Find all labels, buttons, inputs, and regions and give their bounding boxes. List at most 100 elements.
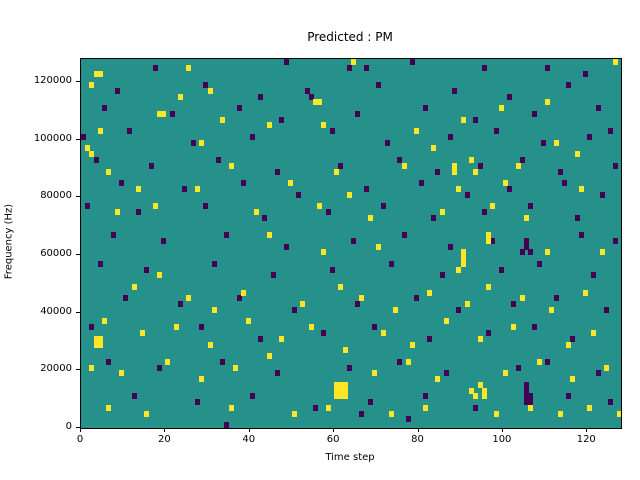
heatmap-cell-low — [182, 185, 188, 192]
y-tick-label: 80000 — [40, 190, 72, 202]
heatmap-cell-high — [431, 145, 437, 152]
heatmap-cell-low — [448, 243, 454, 250]
heatmap-cell-low — [329, 128, 335, 135]
heatmap-cell-high — [106, 168, 112, 175]
heatmap-cell-high — [165, 358, 171, 365]
heatmap-cell-high — [89, 151, 95, 158]
heatmap-plot — [80, 58, 622, 429]
heatmap-cell-high — [469, 157, 475, 164]
heatmap-cell-high — [367, 214, 373, 221]
y-tick-label: 100000 — [33, 132, 72, 144]
heatmap-cell-high — [317, 203, 323, 210]
heatmap-cell-low — [523, 399, 529, 406]
heatmap-cell-low — [523, 243, 529, 250]
heatmap-cell-low — [283, 243, 289, 250]
x-axis-label: Time step — [325, 452, 375, 463]
heatmap-cell-low — [612, 162, 618, 169]
heatmap-cell-high — [291, 410, 297, 417]
heatmap-cell-high — [511, 324, 517, 331]
heatmap-cell-high — [393, 306, 399, 313]
y-tick-mark — [76, 369, 80, 371]
heatmap-cell-low — [190, 139, 196, 146]
heatmap-cell-high — [102, 318, 108, 325]
heatmap-cell-high — [266, 231, 272, 238]
heatmap-cell-low — [414, 295, 420, 302]
heatmap-cell-high — [405, 358, 411, 365]
heatmap-cell-low — [608, 399, 614, 406]
heatmap-cell-high — [439, 208, 445, 215]
heatmap-cell-high — [460, 249, 466, 256]
heatmap-cell-high — [232, 364, 238, 371]
heatmap-cell-low — [507, 93, 513, 100]
heatmap-cell-low — [545, 64, 551, 71]
x-tick-mark — [248, 428, 250, 432]
heatmap-cell-high — [321, 122, 327, 129]
heatmap-cell-low — [528, 249, 534, 256]
heatmap-cell-low — [608, 128, 614, 135]
heatmap-cell-low — [523, 393, 529, 400]
x-tick-mark — [417, 428, 419, 432]
x-tick-mark — [586, 428, 588, 432]
heatmap-cell-low — [545, 358, 551, 365]
heatmap-cell-high — [85, 145, 91, 152]
heatmap-cell-low — [612, 237, 618, 244]
heatmap-cell-high — [342, 393, 348, 400]
heatmap-cell-high — [473, 168, 479, 175]
heatmap-cell-low — [283, 59, 289, 65]
heatmap-cell-high — [161, 110, 167, 117]
heatmap-cell-low — [397, 157, 403, 164]
heatmap-cell-low — [380, 203, 386, 210]
heatmap-cell-low — [426, 335, 432, 342]
heatmap-cell-high — [178, 93, 184, 100]
heatmap-cell-high — [372, 370, 378, 377]
heatmap-cell-low — [329, 266, 335, 273]
heatmap-cell-low — [89, 324, 95, 331]
y-tick-label: 40000 — [40, 305, 72, 317]
heatmap-cell-high — [228, 162, 234, 169]
heatmap-cell-low — [152, 64, 158, 71]
heatmap-cell-high — [570, 376, 576, 383]
heatmap-cell-low — [519, 249, 525, 256]
heatmap-cell-high — [426, 289, 432, 296]
heatmap-cell-low — [367, 399, 373, 406]
heatmap-cell-low — [566, 393, 572, 400]
y-tick-mark — [76, 254, 80, 256]
heatmap-cell-high — [194, 185, 200, 192]
heatmap-cell-high — [351, 59, 356, 65]
heatmap-cell-high — [443, 318, 449, 325]
heatmap-cell-low — [135, 208, 141, 215]
heatmap-cell-low — [553, 295, 559, 302]
heatmap-cell-high — [199, 376, 205, 383]
heatmap-cell-high — [549, 306, 555, 313]
heatmap-cell-high — [502, 370, 508, 377]
heatmap-cell-high — [279, 335, 285, 342]
y-tick-label: 120000 — [33, 75, 72, 87]
heatmap-cell-low — [595, 370, 601, 377]
heatmap-cell-high — [452, 162, 458, 169]
heatmap-cell-high — [207, 341, 213, 348]
heatmap-cell-high — [346, 191, 352, 198]
heatmap-cell-low — [241, 180, 247, 187]
heatmap-cell-high — [452, 168, 458, 175]
heatmap-cell-high — [566, 341, 572, 348]
heatmap-cell-high — [199, 139, 205, 146]
y-tick-mark — [76, 138, 80, 140]
x-tick-label: 60 — [326, 434, 340, 445]
heatmap-cell-high — [523, 214, 529, 221]
heatmap-cell-low — [275, 168, 281, 175]
heatmap-cell-low — [304, 87, 310, 94]
heatmap-cell-high — [97, 70, 103, 77]
heatmap-cell-low — [570, 335, 576, 342]
heatmap-cell-low — [279, 116, 285, 123]
heatmap-cell-high — [114, 208, 120, 215]
heatmap-cell-high — [604, 364, 610, 371]
heatmap-cell-low — [355, 301, 361, 308]
heatmap-cell-high — [89, 364, 95, 371]
heatmap-cell-high — [313, 99, 319, 106]
x-tick-label: 40 — [242, 434, 256, 445]
heatmap-cell-low — [507, 185, 513, 192]
heatmap-cell-high — [388, 410, 394, 417]
x-tick-label: 120 — [576, 434, 596, 445]
heatmap-cell-low — [422, 105, 428, 112]
heatmap-cell-low — [131, 393, 137, 400]
